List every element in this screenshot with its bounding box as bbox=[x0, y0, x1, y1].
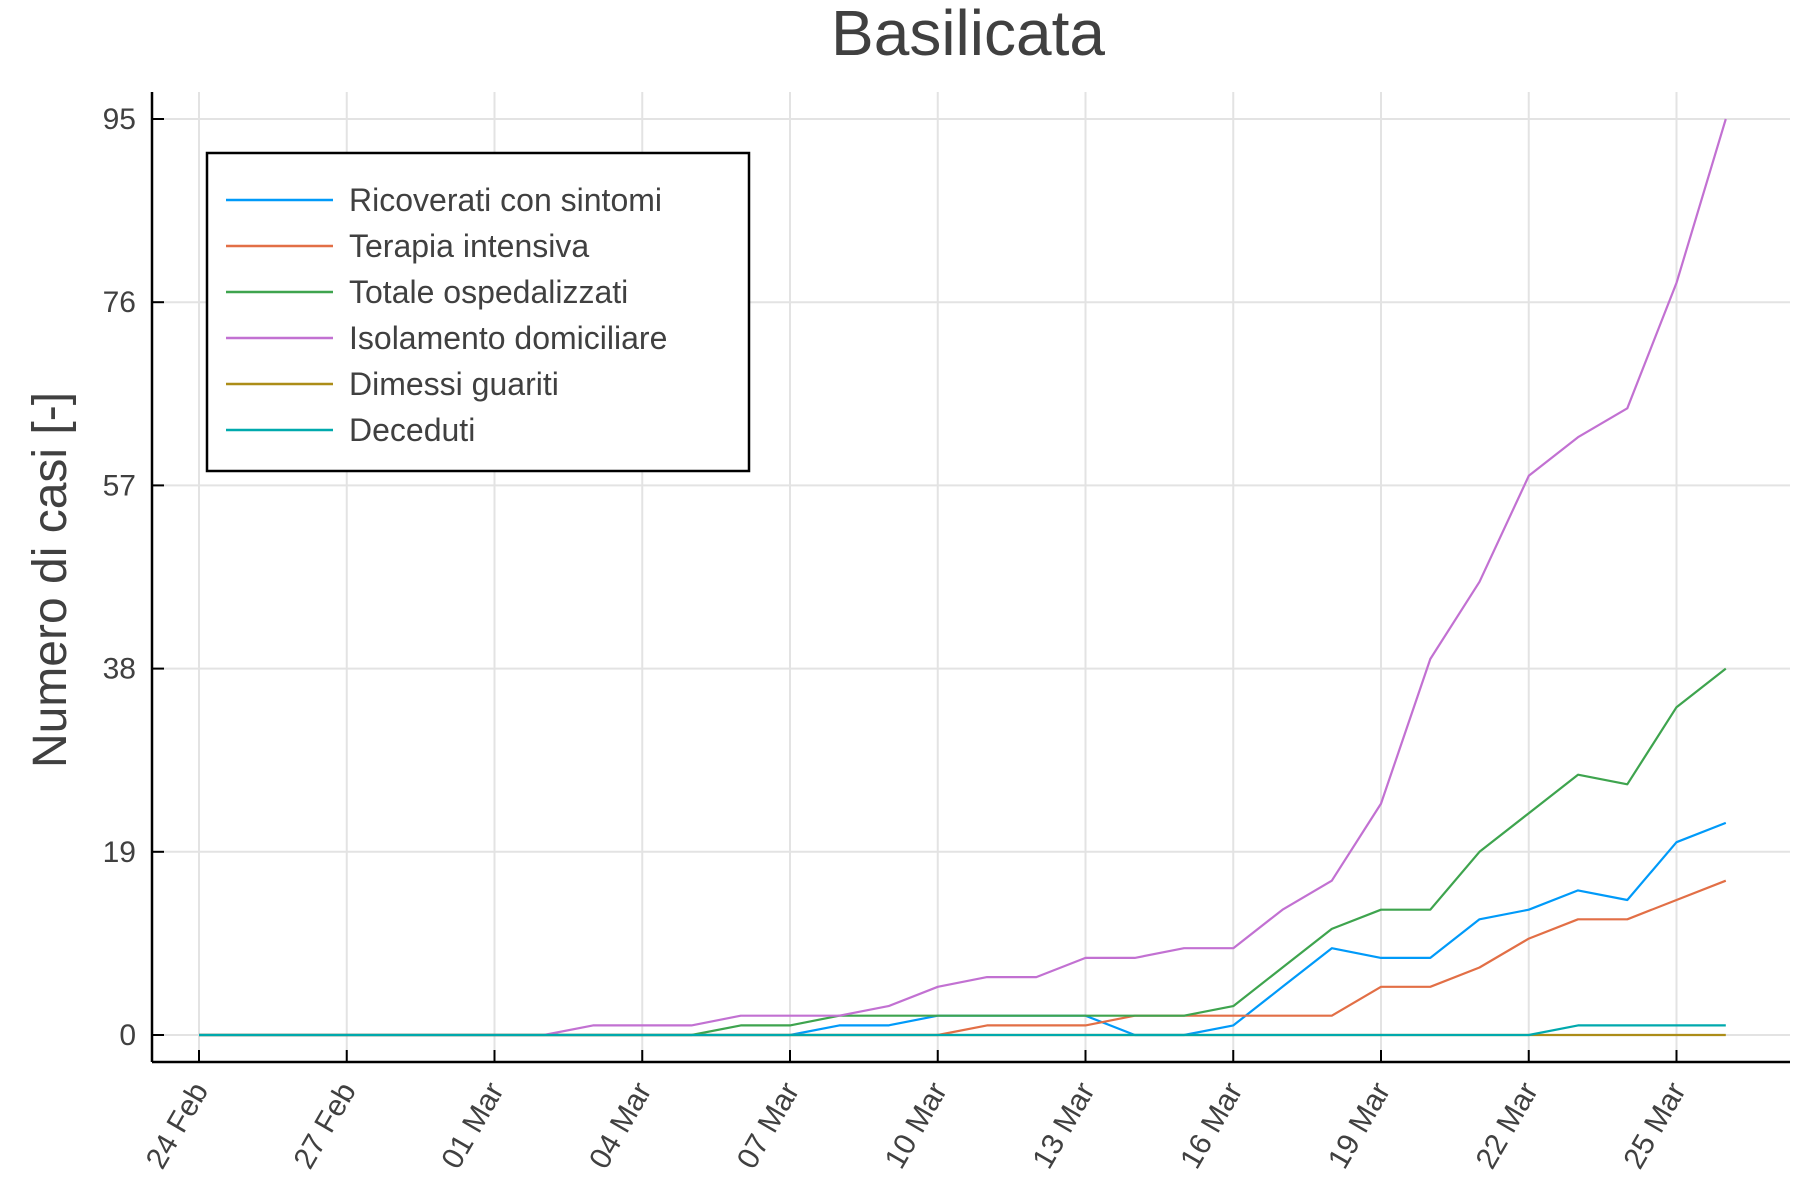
x-tick-label: 13 Mar bbox=[1026, 1077, 1101, 1174]
x-tick-label: 24 Feb bbox=[140, 1077, 215, 1174]
x-tick-label: 22 Mar bbox=[1470, 1077, 1545, 1174]
legend-entry-label: Dimessi guariti bbox=[349, 366, 559, 402]
series-line-deceduti bbox=[199, 1024, 1726, 1037]
series-lines bbox=[199, 118, 1727, 1037]
legend-entry-label: Ricoverati con sintomi bbox=[349, 182, 662, 218]
legend-box bbox=[205, 151, 751, 473]
y-tick-label: 95 bbox=[103, 103, 136, 136]
y-tick-label: 19 bbox=[103, 836, 136, 869]
y-tick-label: 0 bbox=[119, 1019, 136, 1052]
legend-entry-label: Totale ospedalizzati bbox=[349, 274, 628, 310]
x-tick-label: 01 Mar bbox=[435, 1077, 510, 1174]
chart-title: Basilicata bbox=[831, 0, 1105, 69]
y-axis-label: Numero di casi [-] bbox=[24, 392, 77, 768]
y-tick-label: 57 bbox=[103, 469, 136, 502]
legend-entry-label: Deceduti bbox=[349, 412, 475, 448]
x-tick-label: 27 Feb bbox=[288, 1077, 363, 1174]
x-tick-label: 07 Mar bbox=[731, 1077, 806, 1174]
series-line-ricoverati-con-sintomi bbox=[199, 821, 1727, 1037]
legend: Ricoverati con sintomi Terapia intensiva T… bbox=[205, 151, 751, 473]
x-tick-label: 19 Mar bbox=[1322, 1077, 1397, 1174]
legend-entry-label: Terapia intensiva bbox=[349, 228, 589, 264]
x-tick-label: 04 Mar bbox=[583, 1077, 658, 1174]
y-tick-label: 76 bbox=[103, 286, 136, 319]
x-tick-label: 25 Mar bbox=[1617, 1077, 1692, 1174]
y-tick-label: 38 bbox=[103, 653, 136, 686]
x-tick-label: 10 Mar bbox=[879, 1077, 954, 1174]
x-tick-label: 16 Mar bbox=[1174, 1077, 1249, 1174]
series-line-terapia-intensiva bbox=[199, 879, 1727, 1037]
legend-entry-label: Isolamento domiciliare bbox=[349, 320, 667, 356]
